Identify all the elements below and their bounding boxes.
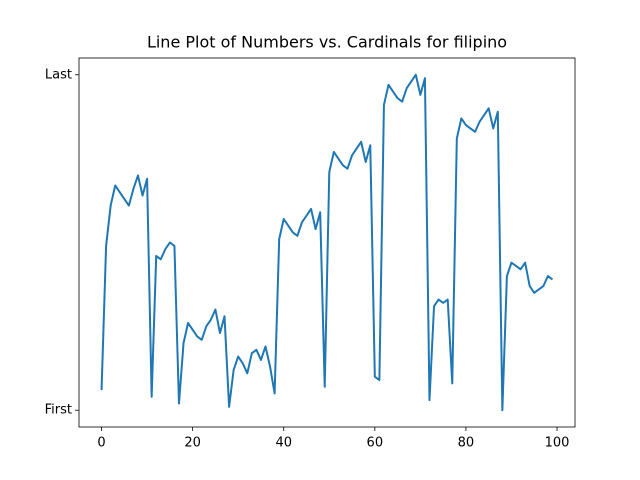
data-line [100,73,554,412]
y-tick-label: First [45,403,72,418]
x-tick-label: 40 [275,436,292,451]
y-tick-label: Last [45,67,72,82]
x-tick-label: 0 [97,436,105,451]
chart-title: Line Plot of Numbers vs. Cardinals for f… [147,33,507,52]
x-tick-label: 60 [367,436,384,451]
x-tick-label: 100 [545,436,570,451]
x-tick-label: 20 [184,436,201,451]
x-tick-label: 80 [458,436,475,451]
plot-frame [78,57,576,428]
